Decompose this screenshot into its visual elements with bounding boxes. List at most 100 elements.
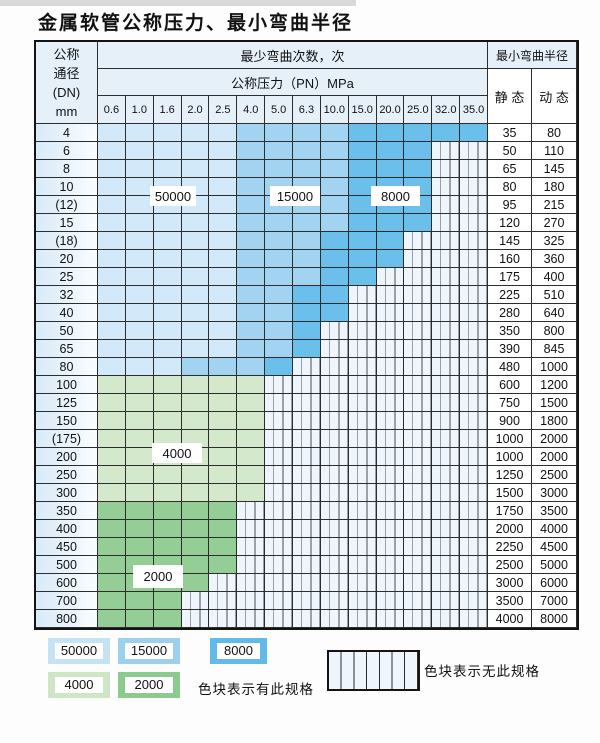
cell-spec [181,160,210,178]
cell-no-spec [376,502,405,520]
cell-no-spec [376,574,405,592]
cell-spec [181,214,210,232]
dn-cell: 20 [36,250,98,268]
cell-spec [209,394,238,412]
cell-spec [237,214,266,232]
dn-cell: 300 [36,484,98,502]
cell-spec [209,268,238,286]
cell-no-spec [460,250,489,268]
cell-no-spec [293,610,321,628]
dynamic-cell: 1800 [532,412,578,430]
cell-spec [153,124,182,142]
cell-no-spec [348,502,377,520]
cell-no-spec [404,592,433,610]
cell-no-spec [376,430,405,448]
cell-no-spec [404,484,433,502]
cell-no-spec [348,538,377,556]
cell-spec [125,322,154,340]
cell-spec [237,268,266,286]
cell-spec [153,142,182,160]
static-column-header: 静 态 [488,69,533,124]
cell-no-spec [404,286,433,304]
pressure-col-header: 1.0 [125,96,154,124]
cell-no-spec [320,484,349,502]
cell-no-spec [293,556,321,574]
cell-no-spec [320,340,349,358]
cell-no-spec [460,592,489,610]
cell-no-spec [404,520,433,538]
cell-spec [404,124,433,142]
cell-no-spec [404,376,433,394]
dynamic-cell: 2000 [532,430,578,448]
dn-cell: 25 [36,268,98,286]
dynamic-cell: 1500 [532,394,578,412]
dynamic-cell: 360 [532,250,578,268]
cell-no-spec [460,574,489,592]
pressure-col-header: 10.0 [320,96,349,124]
cell-no-spec [348,448,377,466]
cell-no-spec [432,178,461,196]
cell-spec [181,358,210,376]
cell-no-spec [376,538,405,556]
cell-spec [293,340,321,358]
cell-spec [125,124,154,142]
cell-no-spec [348,610,377,628]
dn-header-line: (DN) [52,84,81,100]
cell-spec [125,448,154,466]
dn-cell: (12) [36,196,98,214]
dn-header-line: 公称 [53,46,80,62]
pressure-header: 公称压力（PN）MPa [98,69,489,96]
cell-spec [265,250,294,268]
cell-spec [237,286,266,304]
cell-no-spec [432,286,461,304]
cell-no-spec [460,304,489,322]
cell-no-spec [376,610,405,628]
cell-no-spec [320,610,349,628]
cell-spec [153,466,182,484]
dynamic-cell: 800 [532,322,578,340]
dn-cell: (18) [36,232,98,250]
cell-spec [209,304,238,322]
static-cell: 3500 [488,592,533,610]
legend-swatch-label: 4000 [55,676,103,694]
cell-spec [98,466,126,484]
cell-no-spec [209,574,238,592]
cell-spec [237,448,266,466]
cell-spec [293,124,321,142]
cell-spec [153,232,182,250]
cell-spec [125,268,154,286]
dn-cell: 700 [36,592,98,610]
cell-spec [125,340,154,358]
dynamic-cell: 80 [532,124,578,142]
cell-spec [153,340,182,358]
cell-no-spec [460,376,489,394]
cell-spec [125,592,154,610]
cell-spec [265,124,294,142]
spec-table: 公称 通径 (DN) mm 最少弯曲次数，次 最小弯曲半径 公称压力（PN）MP… [34,40,580,630]
cell-spec [237,178,266,196]
dynamic-cell: 270 [532,214,578,232]
cell-no-spec [265,412,294,430]
cell-spec [404,160,433,178]
static-cell: 80 [488,178,533,196]
cell-no-spec [376,322,405,340]
dn-cell: 100 [36,376,98,394]
cell-no-spec [237,610,266,628]
cell-no-spec [293,484,321,502]
cell-no-spec [320,394,349,412]
cell-no-spec [460,268,489,286]
static-cell: 50 [488,142,533,160]
cell-spec [237,484,266,502]
cell-spec [181,520,210,538]
cell-no-spec [460,430,489,448]
cell-no-spec [293,520,321,538]
cell-spec [153,304,182,322]
cell-no-spec [404,502,433,520]
static-cell: 1000 [488,448,533,466]
cell-no-spec [404,268,433,286]
cell-no-spec [348,304,377,322]
static-cell: 900 [488,412,533,430]
cell-spec [237,142,266,160]
cell-spec [237,430,266,448]
cell-no-spec [376,268,405,286]
